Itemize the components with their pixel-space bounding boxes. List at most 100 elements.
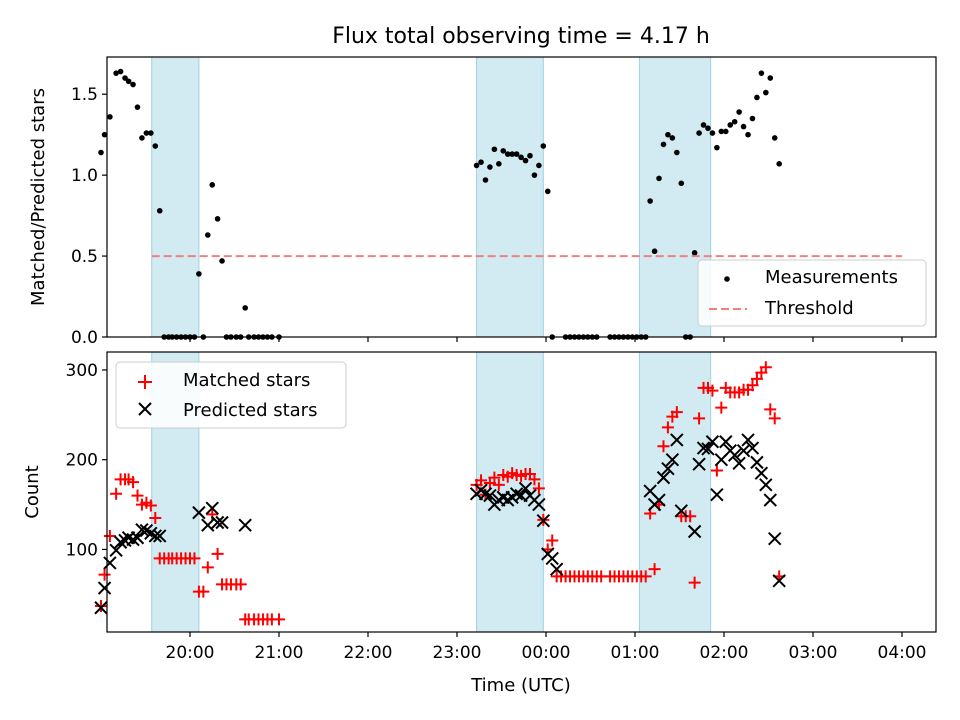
matched-point [488,471,501,484]
matched-point [475,474,488,487]
predicted-point [536,514,551,528]
matched-point [103,529,116,542]
matched-point [661,421,674,434]
predicted-point [94,601,108,615]
measurement-point [767,75,774,81]
matched-point [211,547,224,560]
y-tick-label: 100 [66,540,98,560]
y-tick-label: 1.0 [71,166,98,186]
bottom-panel-x-ticks: 20:00 21:00 22:00 23:00 00:00 01:00 02:00 03:00… [166,632,927,663]
predicted-point [732,456,746,470]
measurement-point [122,75,128,81]
x-tick-label: 21:00 [255,643,304,663]
measurement-point [107,114,113,120]
x-tick-label: 20:00 [166,643,215,663]
matched-point [648,563,661,576]
x-tick-label: 22:00 [344,643,393,663]
predicted-point [705,435,720,449]
measurement-point [763,89,769,96]
measurement-point [500,148,507,154]
legend-predicted-label: Predicted stars [183,400,317,421]
matched-point [693,412,706,425]
predicted-point [509,487,524,501]
measurement-point [771,135,778,141]
measurement-point [745,131,751,138]
predicted-point [113,535,128,549]
predicted-point [97,581,112,595]
matched-point [546,534,559,547]
predicted-point [545,551,559,566]
matched-point [273,613,285,626]
y-tick-label: 0.0 [71,328,98,348]
predicted-point [215,515,229,530]
top-panel: 0.0 0.5 1.0 1.5 Matched/Predicted stars Mea… [28,56,937,348]
measurement-point [113,70,119,76]
predicted-point [652,493,666,507]
matched-point [759,361,772,374]
predicted-point [701,442,715,456]
measurement-point [531,172,538,178]
legend-matched-label: Matched stars [183,370,310,391]
matched-point [127,476,140,489]
measurement-point [536,162,542,169]
predicted-point [238,518,252,532]
x-tick-label: 01:00 [611,643,660,663]
top-panel-shaded-intervals [151,56,712,338]
measurement-point [478,159,484,166]
x-tick-label: 04:00 [878,643,927,663]
matched-point [131,489,144,502]
predicted-point [103,556,117,570]
x-tick-label: 02:00 [700,643,749,663]
predicted-point [719,435,733,449]
bottom-panel: 20:00 21:00 22:00 23:00 00:00 01:00 02:00 03:00… [22,351,937,663]
top-panel-x-ticks [189,337,903,342]
predicted-point [130,531,145,545]
matched-point [188,552,201,565]
bottom-panel-series [94,361,786,626]
predicted-point [153,529,167,543]
matched-point [532,482,545,495]
matched-point [768,412,781,425]
measurement-point [117,68,124,75]
predicted-point [656,470,671,485]
measurement-point [665,131,671,138]
measurement-point [727,122,734,128]
predicted-point [205,501,219,515]
measurement-point [98,149,104,156]
measurement-point [540,143,547,149]
measurement-point [749,115,756,122]
measurement-point [219,258,225,264]
predicted-point [670,433,684,447]
x-tick-label: 23:00 [433,643,482,663]
matched-point [746,379,759,392]
x-tick-label: 00:00 [522,643,571,663]
predicted-point [148,529,162,543]
top-panel-legend: Measurements Threshold [697,259,927,327]
measurement-point [718,128,725,135]
measurement-point [496,161,502,167]
measurement-point [196,271,202,277]
matched-point [710,464,723,477]
measurement-point [139,135,145,141]
measurement-point [758,70,765,76]
predicted-point [518,481,533,496]
matched-point [234,578,247,591]
measurement-point [522,157,529,164]
legend-measurements-label: Measurements [765,267,898,288]
bottom-panel-legend: Matched stars Predicted stars [115,361,347,429]
predicted-point [754,466,769,480]
matched-point [528,473,541,486]
matched-point [98,568,111,581]
measurement-point [700,122,707,128]
matched-point [110,487,123,500]
measurement-point [674,149,680,156]
measurement-point [527,152,533,159]
predicted-point [135,522,149,537]
measurement-point [513,151,520,157]
legend-predicted-marker [138,402,152,416]
y-tick-label: 1.5 [71,85,98,105]
predicted-point [736,444,751,458]
predicted-point [710,487,724,502]
predicted-point [772,574,786,588]
measurement-point [482,177,489,183]
